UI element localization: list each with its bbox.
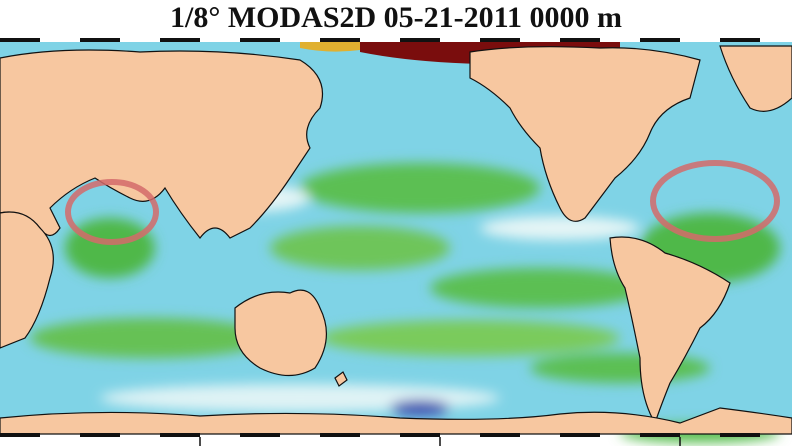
arctic-band: [300, 42, 360, 52]
map-title: 1/8° MODAS2D 05-21-2011 0000 m: [170, 1, 622, 34]
highlight-ring: [65, 179, 159, 245]
frame-ticks: [199, 437, 681, 446]
map: [0, 38, 792, 446]
highlight-ring: [650, 160, 780, 242]
land: [0, 45, 792, 435]
